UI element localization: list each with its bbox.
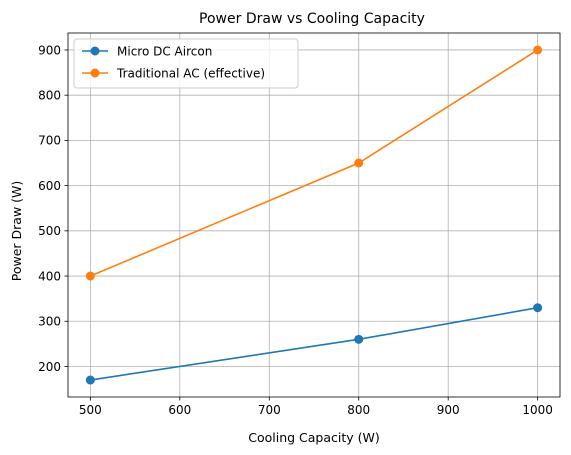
y-tick-label: 900 [38,43,61,57]
series-1-point [85,375,95,385]
legend-label: Micro DC Aircon [117,44,212,58]
y-tick-label: 200 [38,360,61,374]
legend: Micro DC Aircon Traditional AC (effective… [73,38,299,89]
y-tick-label: 700 [38,134,61,148]
series-line-1 [90,306,538,381]
legend-box [73,38,299,89]
series-2-point [354,158,364,168]
x-tick-label: 900 [437,403,460,417]
grid [68,33,560,397]
legend-swatch-marker [90,68,100,78]
chart-title: Power Draw vs Cooling Capacity [199,11,425,27]
y-tick-label: 600 [38,179,61,193]
series-1-point [354,334,364,344]
legend-label: Traditional AC (effective) [116,66,265,80]
x-axis-label: Cooling Capacity (W) [248,430,380,445]
ticks: 500 600 700 800 900 1000 200 300 400 500 600 700 800… [38,43,553,417]
x-tick-label: 500 [79,403,102,417]
y-axis-label: Power Draw (W) [9,181,24,282]
x-tick-label: 800 [347,403,370,417]
x-tick-label: 600 [168,403,191,417]
x-tick-label: 1000 [522,403,553,417]
plot-frame [67,32,561,398]
y-tick-label: 400 [38,269,61,283]
series-layer [85,45,543,385]
x-tick-label: 700 [258,403,281,417]
y-tick-label: 500 [38,224,61,238]
series-1-point [533,303,543,313]
series-2-point [85,271,95,281]
y-tick-label: 300 [38,315,61,329]
y-tick-label: 800 [38,88,61,102]
legend-swatch-marker [90,46,100,56]
series-2-point [533,45,543,55]
